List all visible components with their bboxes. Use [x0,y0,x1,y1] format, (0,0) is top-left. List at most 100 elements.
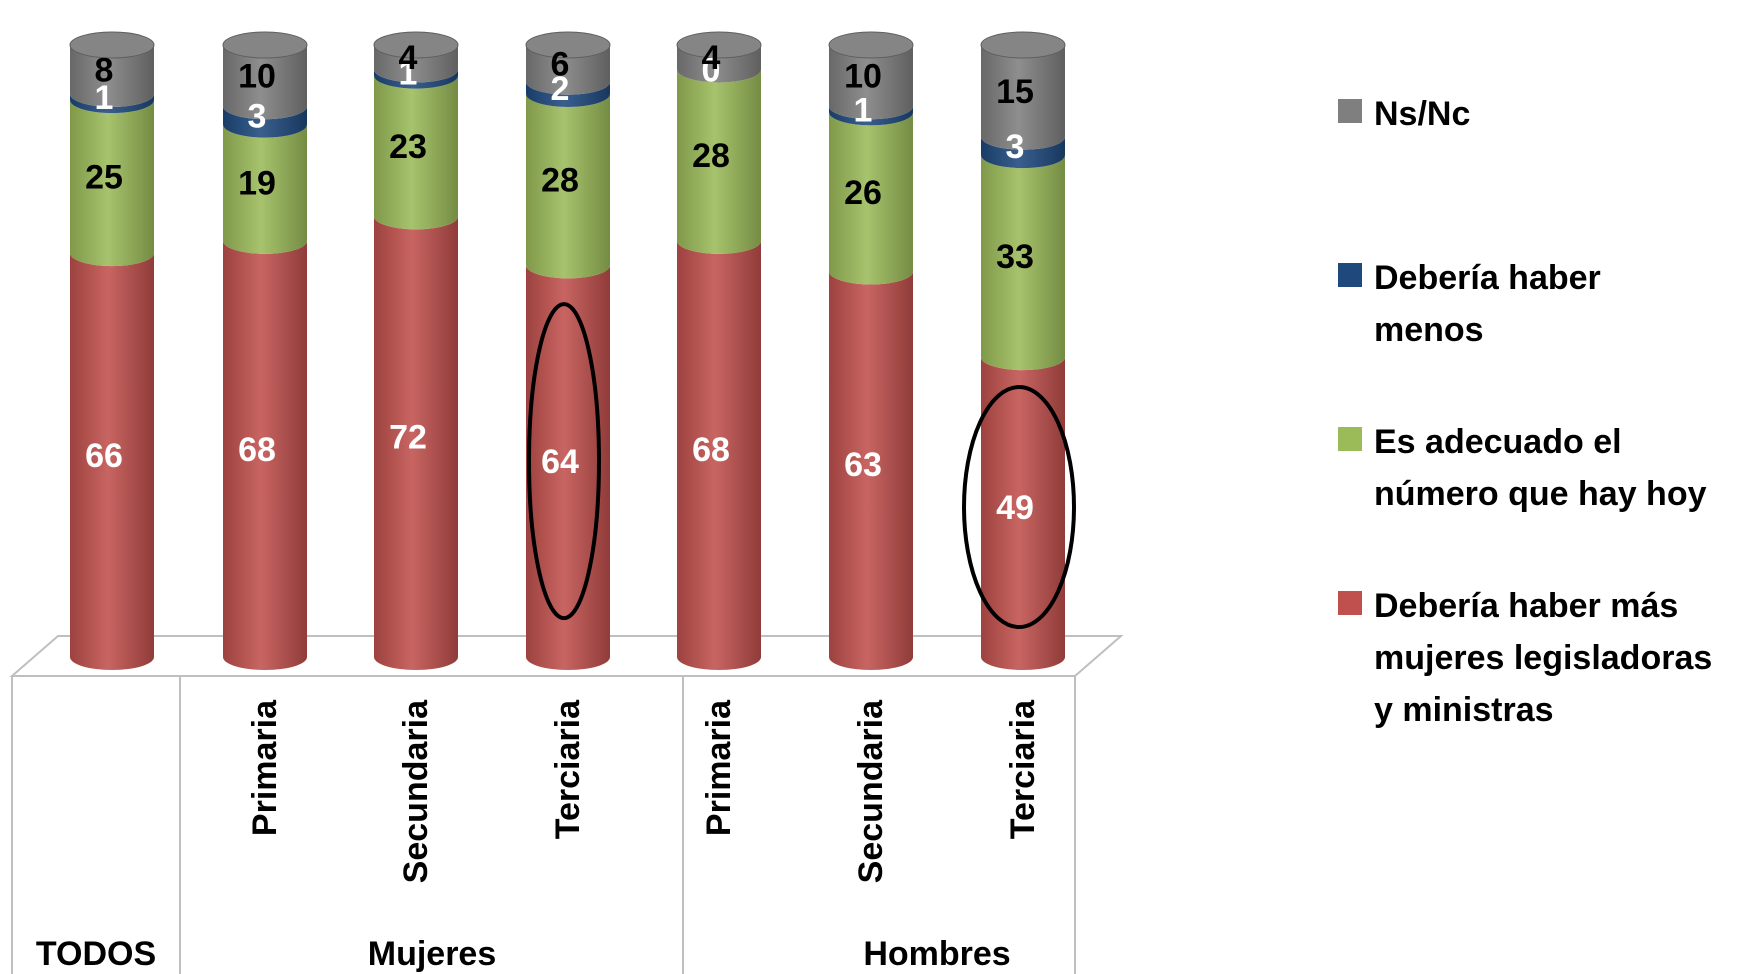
bar-top-cap-1 [222,31,308,59]
bar-segment-1-0 [223,240,307,670]
legend-item-2: Debería haber menos [1338,252,1738,356]
legend-swatch-0 [1338,591,1362,615]
data-label-2-2: 1 [399,55,418,93]
bar-segment-3-2 [526,81,610,107]
highlight-ellipses [527,302,1076,630]
bar-top-cap-0 [69,31,155,59]
legend-text-2-1: menos [1374,311,1484,349]
category-label-5: Secundaria [852,699,890,883]
bar-top-cap-4 [676,31,762,59]
bar-top-cap-2 [373,31,459,59]
bar-segment-2-1 [374,75,458,230]
bar-segment-6-3 [981,45,1065,150]
category-label-3: Terciaria [549,699,587,839]
category-label-4: Primaria [700,699,738,836]
bar-segment-5-3 [829,45,913,120]
bar-0 [69,31,155,670]
bar-segment-5-1 [829,112,913,285]
bar-segment-0-3 [70,45,154,107]
legend-swatch-2 [1338,263,1362,287]
legend-text-0-1: mujeres legisladoras [1374,639,1713,677]
bar-segment-3-1 [526,93,610,279]
data-label-4-0: 68 [692,431,730,469]
bar-4 [676,31,762,670]
data-label-2-1: 23 [389,128,427,166]
legend-text-2-0: Debería haber [1374,259,1601,297]
legend-text-1-0: Es adecuado el [1374,423,1622,461]
data-label-0-3: 8 [95,51,114,89]
category-table: Primaria Secundaria Terciaria Primaria Secun… [11,676,1076,974]
category-label-2: Secundaria [397,699,435,883]
legend-text-3-0: Ns/Nc [1374,95,1471,133]
bar-segment-1-1 [223,124,307,254]
bar-segment-2-3 [374,45,458,83]
legend-item-1: Es adecuado el número que hay hoy [1338,416,1738,520]
bar-segment-3-3 [526,45,610,95]
bar-segment-6-0 [981,357,1065,670]
bar-2 [373,31,459,671]
bar-segment-2-2 [374,69,458,89]
data-labels: 6625186819310722314642826682804632611049… [85,39,1034,527]
bar-segment-0-0 [70,253,154,670]
bar-top-cap-5 [828,31,914,59]
data-label-5-0: 63 [844,446,882,484]
data-label-1-1: 19 [238,165,276,203]
bar-segment-4-3 [677,45,761,83]
highlight-ellipse-0 [527,302,601,621]
bar-segment-4-1 [677,69,761,254]
bar-1 [222,31,308,670]
highlight-ellipse-1 [962,385,1076,630]
bar-segment-4-0 [677,240,761,670]
data-label-6-0: 49 [996,489,1034,527]
data-label-4-3: 4 [702,39,721,77]
data-label-6-2: 3 [1006,128,1025,166]
legend-swatch-3 [1338,99,1362,123]
data-label-0-1: 25 [85,159,123,197]
category-label-6: Terciaria [1004,699,1042,839]
data-label-4-2: 0 [702,51,721,89]
data-label-1-3: 10 [238,58,276,96]
data-label-3-1: 28 [541,162,579,200]
data-label-2-3: 4 [399,39,418,77]
bar-segment-6-1 [981,155,1065,371]
bar-segment-0-1 [70,100,154,267]
legend-text-1-1: número que hay hoy [1374,475,1707,513]
data-label-6-3: 15 [996,73,1034,111]
data-label-3-0: 64 [541,443,579,481]
data-label-3-3: 6 [551,45,570,83]
data-label-6-1: 33 [996,238,1034,276]
legend-item-0: Debería haber más mujeres legisladoras y m… [1338,580,1738,736]
bar-segment-1-3 [223,45,307,120]
legend-text-0-0: Debería haber más [1374,587,1679,625]
group-label-1: Mujeres [368,935,497,973]
legend: Ns/Nc Debería haber menos Es adecuado el núm… [1338,88,1738,736]
group-label-0: TODOS [36,935,156,973]
data-label-2-0: 72 [389,419,427,457]
data-label-5-3: 10 [844,58,882,96]
group-label-2: Hombres [863,935,1010,973]
legend-item-3: Ns/Nc [1338,88,1738,140]
bar-6 [980,31,1066,670]
bar-top-cap-3 [525,31,611,59]
bar-segment-2-0 [374,216,458,671]
bar-segment-5-2 [829,106,913,126]
data-label-4-1: 28 [692,137,730,175]
stacked-cylinder-chart: 6625186819310722314642826682804632611049… [9,31,1124,974]
bar-top-cap-6 [980,31,1066,59]
bar-segment-0-2 [70,93,154,114]
data-label-1-2: 3 [248,97,267,135]
bar-segment-6-2 [981,136,1065,169]
legend-swatch-1 [1338,427,1362,451]
data-label-0-0: 66 [85,437,123,475]
bar-5 [828,31,914,670]
bar-segment-1-2 [223,106,307,138]
data-label-5-1: 26 [844,174,882,212]
legend-text-0-2: y ministras [1374,691,1554,729]
category-label-1: Primaria [246,699,284,836]
chart-bars [69,31,1066,671]
data-label-3-2: 2 [551,70,570,108]
data-label-1-0: 68 [238,431,276,469]
bar-segment-5-0 [829,271,913,670]
data-label-0-2: 1 [95,79,114,117]
data-label-5-2: 1 [854,91,873,129]
